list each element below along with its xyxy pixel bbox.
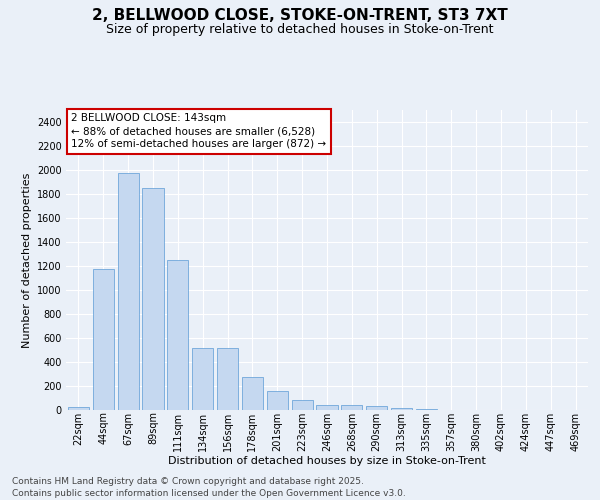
Bar bbox=[416, 409, 437, 410]
Bar bbox=[93, 269, 114, 410]
Text: 2, BELLWOOD CLOSE, STOKE-ON-TRENT, ST3 7XT: 2, BELLWOOD CLOSE, STOKE-ON-TRENT, ST3 7… bbox=[92, 8, 508, 22]
Bar bbox=[142, 188, 164, 410]
Y-axis label: Number of detached properties: Number of detached properties bbox=[22, 172, 32, 348]
Bar bbox=[316, 405, 338, 410]
Bar bbox=[167, 260, 188, 410]
Bar bbox=[391, 408, 412, 410]
Bar bbox=[267, 392, 288, 410]
Bar bbox=[292, 400, 313, 410]
Bar bbox=[366, 406, 387, 410]
Bar bbox=[68, 407, 89, 410]
Bar bbox=[217, 348, 238, 410]
Bar bbox=[341, 405, 362, 410]
Text: 2 BELLWOOD CLOSE: 143sqm
← 88% of detached houses are smaller (6,528)
12% of sem: 2 BELLWOOD CLOSE: 143sqm ← 88% of detach… bbox=[71, 113, 326, 150]
Bar bbox=[242, 377, 263, 410]
X-axis label: Distribution of detached houses by size in Stoke-on-Trent: Distribution of detached houses by size … bbox=[168, 456, 486, 466]
Text: Size of property relative to detached houses in Stoke-on-Trent: Size of property relative to detached ho… bbox=[106, 22, 494, 36]
Text: Contains HM Land Registry data © Crown copyright and database right 2025.
Contai: Contains HM Land Registry data © Crown c… bbox=[12, 476, 406, 498]
Bar bbox=[118, 173, 139, 410]
Bar bbox=[192, 348, 213, 410]
